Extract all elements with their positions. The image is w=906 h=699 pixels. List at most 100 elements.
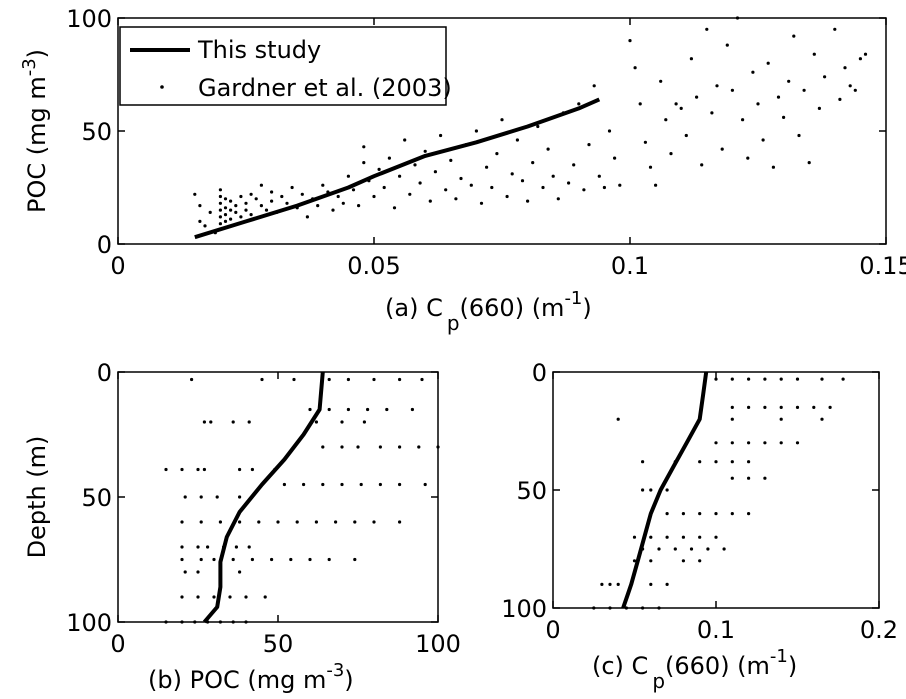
data-point (592, 84, 596, 88)
data-point (353, 520, 357, 524)
data-point (229, 217, 233, 221)
data-point (608, 606, 612, 610)
data-point (199, 557, 203, 562)
panel-a-ylabel: POC (mg m-3) (19, 49, 51, 213)
data-point (238, 570, 242, 574)
y-tick-label: 0 (532, 359, 547, 387)
data-point (423, 482, 427, 487)
data-point (164, 467, 168, 472)
data-point (681, 559, 686, 563)
data-point (292, 377, 296, 382)
data-point (234, 204, 238, 208)
legend-dot-swatch (160, 85, 164, 89)
data-point (280, 194, 284, 199)
data-point (202, 420, 206, 424)
data-point (608, 582, 612, 587)
data-point (372, 520, 376, 524)
data-point (659, 79, 663, 83)
data-point (536, 124, 540, 129)
data-point (198, 204, 202, 208)
data-point (698, 460, 702, 464)
data-point (218, 215, 222, 219)
panel-b-ylabel: Depth (m) (23, 436, 51, 559)
data-point (372, 194, 376, 199)
data-point (387, 156, 391, 160)
data-point (592, 606, 596, 610)
y-tick-label: 50 (81, 118, 112, 146)
panel-c-model-line (621, 371, 709, 609)
panel-c-xlabel: (c) Cp(660) (m-1) (592, 646, 797, 693)
panel-b-ticks (117, 371, 439, 623)
data-point (234, 210, 238, 214)
data-point (531, 161, 535, 165)
data-point (223, 219, 228, 223)
data-point (673, 547, 677, 551)
data-point (331, 208, 335, 212)
data-point (756, 102, 760, 106)
data-point (763, 441, 767, 445)
data-point (714, 441, 718, 445)
data-point (779, 377, 783, 381)
data-point (314, 420, 318, 424)
data-point (449, 158, 453, 162)
y-tick-label: 100 (66, 5, 112, 33)
data-point (633, 66, 637, 70)
data-point (249, 213, 253, 217)
data-point (654, 183, 658, 187)
data-point (193, 192, 197, 196)
data-point (270, 557, 274, 562)
data-point (657, 606, 661, 610)
data-point (276, 520, 280, 524)
data-point (858, 57, 863, 61)
data-point (776, 95, 781, 99)
data-point (812, 52, 816, 56)
data-point (417, 445, 421, 449)
data-point (657, 547, 661, 551)
panel-a-xlabel: (a) Cp(660) (m-1) (385, 288, 592, 335)
data-point (218, 520, 222, 524)
data-point (730, 377, 734, 381)
data-point (577, 102, 581, 106)
data-point (681, 511, 686, 516)
data-point (771, 165, 776, 169)
data-point (779, 417, 783, 421)
panel-a-points (193, 16, 868, 235)
data-point (420, 377, 424, 382)
data-point (679, 106, 683, 110)
data-point (747, 377, 751, 381)
data-point (290, 185, 294, 190)
data-point (357, 204, 361, 208)
y-tick-label: 100 (501, 595, 547, 623)
data-point (730, 511, 734, 516)
data-point (820, 417, 824, 421)
data-point (817, 106, 822, 110)
panel-b-xlabel: (b) POC (mg m-3) (148, 660, 354, 694)
legend-box (119, 26, 447, 106)
data-point (802, 88, 806, 92)
data-point (602, 185, 607, 190)
data-point (735, 16, 740, 20)
data-point (398, 482, 402, 487)
data-point (190, 377, 194, 382)
data-point (244, 208, 248, 212)
x-tick-label: 0.15 (859, 252, 906, 280)
data-point (362, 145, 366, 149)
data-point (853, 88, 857, 92)
data-point (212, 557, 216, 562)
data-point (398, 174, 402, 178)
data-point (714, 460, 718, 464)
data-point (828, 405, 832, 409)
data-point (234, 545, 238, 549)
y-tick-label: 100 (66, 609, 112, 637)
data-point (479, 201, 484, 205)
data-point (797, 133, 801, 138)
panel-a-tick-labels: 0 0.05 0.1 0.15 0 50 100 (66, 5, 906, 280)
data-point (526, 199, 530, 203)
data-point (747, 441, 751, 445)
data-point (378, 482, 382, 487)
data-point (551, 174, 555, 178)
data-point (231, 557, 235, 562)
data-point (730, 417, 734, 421)
data-point (196, 467, 200, 472)
data-point (410, 407, 414, 412)
